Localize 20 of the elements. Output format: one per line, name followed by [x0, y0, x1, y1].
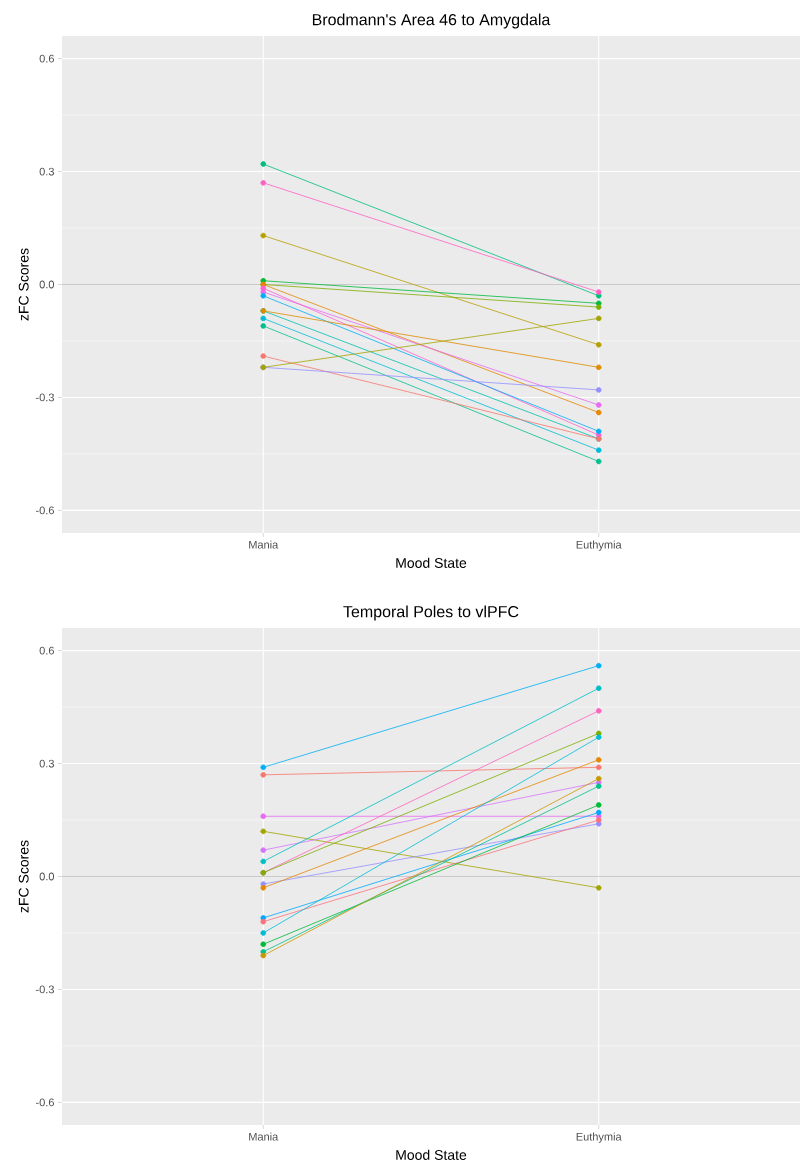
y-tick-label: -0.3 [36, 393, 54, 402]
x-axis-title: Mood State [396, 557, 467, 568]
y-tick-label: -0.3 [36, 985, 54, 994]
x-tick-label: Mania [249, 540, 279, 549]
chart-title: Brodmann's Area 46 to Amygdala [312, 13, 551, 29]
chart-title: Temporal Poles to vlPFC [343, 605, 519, 621]
y-tick-label: 0.6 [39, 646, 54, 655]
y-tick-label: -0.6 [36, 1098, 54, 1107]
y-axis-title: zFC Scores [18, 248, 29, 321]
x-tick-label: Euthymia [576, 1132, 622, 1143]
y-tick-label: 0.6 [39, 54, 54, 63]
y-tick-label: 0.0 [39, 872, 55, 881]
y-axis-title: zFC Scores [18, 840, 29, 913]
x-tick-label: Euthymia [576, 540, 622, 551]
x-axis-title: Mood State [396, 1149, 467, 1160]
y-tick-label: -0.6 [36, 506, 54, 515]
x-tick-label: Mania [249, 1132, 279, 1141]
y-tick-label: 0.3 [39, 167, 54, 176]
y-tick-label: 0.3 [39, 759, 54, 768]
y-tick-label: 0.0 [39, 280, 55, 289]
